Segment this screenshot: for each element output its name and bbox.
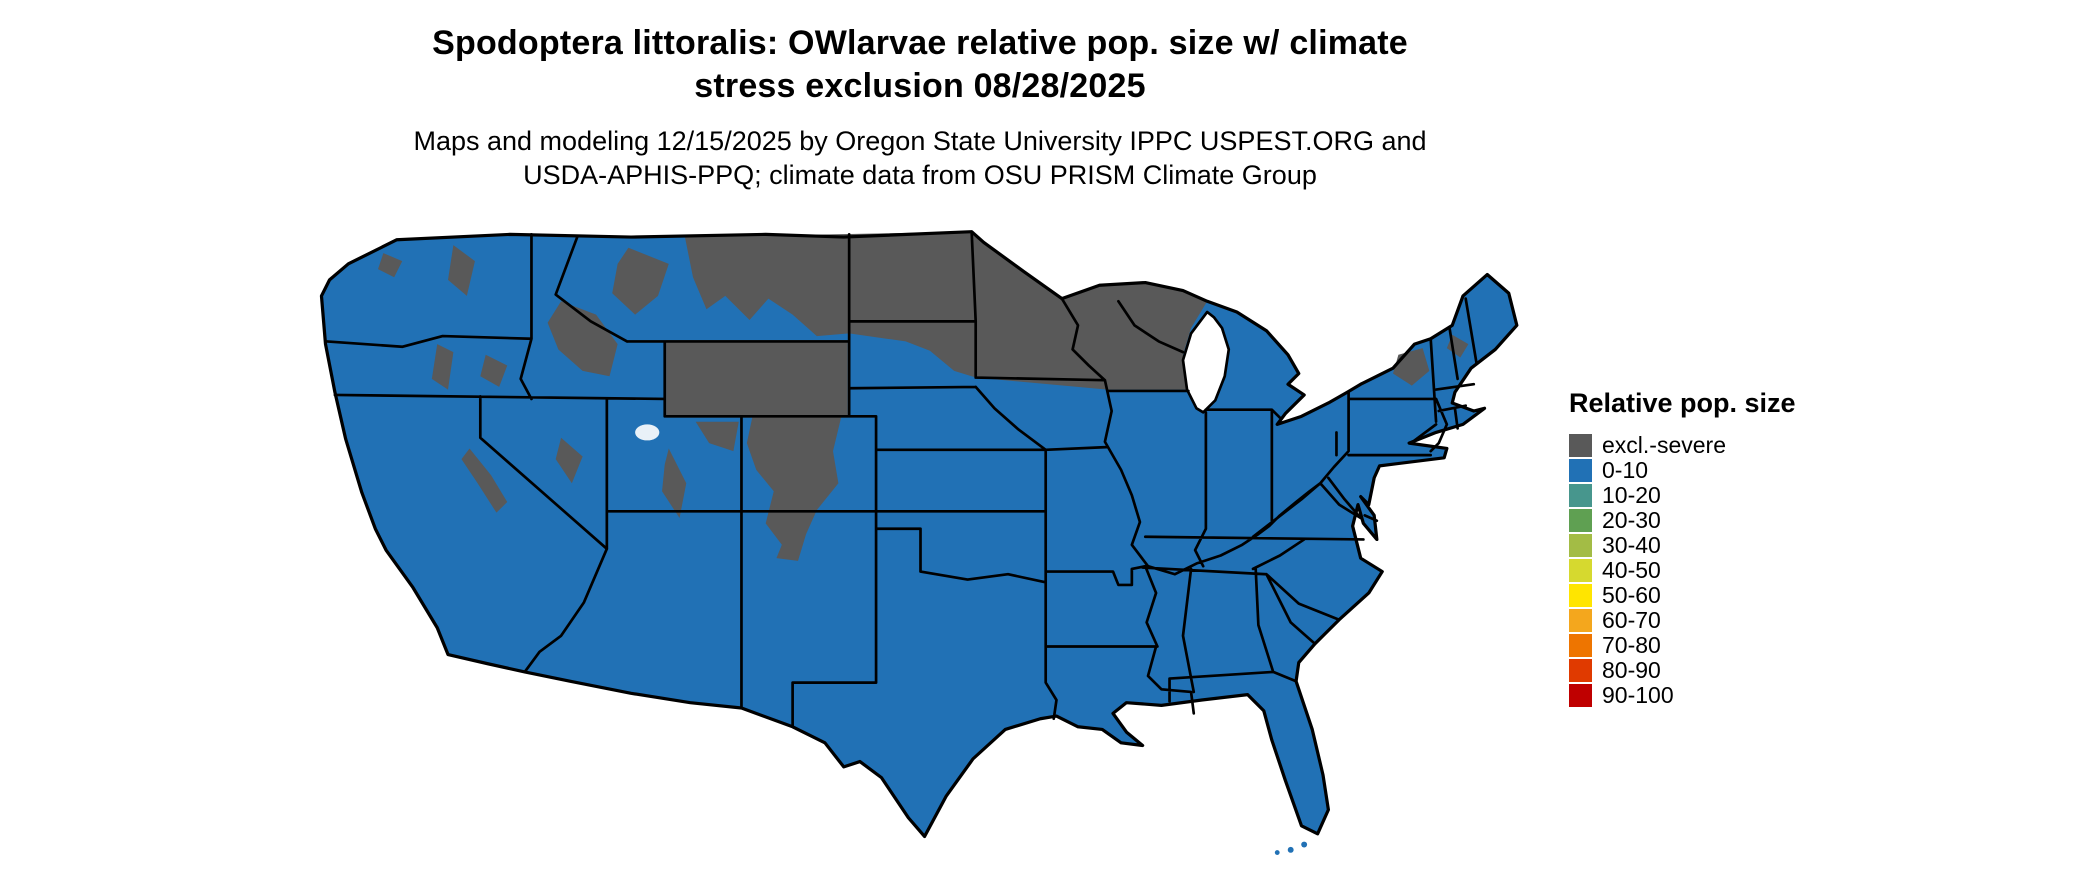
legend-swatch	[1569, 459, 1592, 482]
legend-label: 90-100	[1602, 682, 1674, 708]
legend-items: excl.-severe 0-10 10-20 20-30 30-40 40-50 50-6…	[1569, 433, 1829, 708]
legend-label: 40-50	[1602, 557, 1661, 583]
map-subtitle: Maps and modeling 12/15/2025 by Oregon S…	[0, 124, 1840, 192]
key-island	[1274, 850, 1280, 855]
legend-label: 80-90	[1602, 657, 1661, 683]
map-subtitle-line2: USDA-APHIS-PPQ; climate data from OSU PR…	[523, 160, 1317, 190]
legend-swatch	[1569, 634, 1592, 657]
legend-label: 60-70	[1602, 607, 1661, 633]
florida-keys	[1274, 841, 1308, 855]
legend-title: Relative pop. size	[1569, 388, 1796, 418]
us-outline	[319, 230, 1519, 839]
legend-item: 30-40	[1569, 533, 1829, 558]
legend-label: 70-80	[1602, 632, 1661, 658]
legend-label: 50-60	[1602, 582, 1661, 608]
state-borders	[325, 230, 1478, 727]
map-subtitle-line1: Maps and modeling 12/15/2025 by Oregon S…	[413, 126, 1427, 156]
legend-label: 10-20	[1602, 482, 1661, 508]
legend-label: excl.-severe	[1602, 432, 1726, 458]
legend-swatch	[1569, 434, 1592, 457]
legend-swatch	[1569, 609, 1592, 632]
legend-swatch	[1569, 534, 1592, 557]
legend-label: 20-30	[1602, 507, 1661, 533]
legend-swatch	[1569, 584, 1592, 607]
lake-michigan	[1181, 310, 1231, 414]
legend-swatch	[1569, 509, 1592, 532]
legend-item: excl.-severe	[1569, 433, 1829, 458]
title-block: Spodoptera littoralis: OWlarvae relative…	[0, 22, 1840, 192]
legend-item: 70-80	[1569, 633, 1829, 658]
legend-swatch	[1569, 559, 1592, 582]
key-island	[1301, 841, 1308, 848]
legend-label: 30-40	[1602, 532, 1661, 558]
legend-item: 0-10	[1569, 458, 1829, 483]
legend-label: 0-10	[1602, 457, 1649, 483]
legend-item: 20-30	[1569, 508, 1829, 533]
map-title-line1: Spodoptera littoralis: OWlarvae relative…	[432, 24, 1408, 62]
legend-item: 60-70	[1569, 608, 1829, 633]
legend-swatch	[1569, 484, 1592, 507]
legend-item: 90-100	[1569, 683, 1829, 708]
map-title-line2: stress exclusion 08/28/2025	[694, 67, 1146, 105]
exclusion-regions	[378, 231, 1469, 561]
legend-item: 80-90	[1569, 658, 1829, 683]
legend-item: 10-20	[1569, 483, 1829, 508]
legend-item: 50-60	[1569, 583, 1829, 608]
map-title: Spodoptera littoralis: OWlarvae relative…	[0, 22, 1840, 108]
legend-swatch	[1569, 684, 1592, 707]
legend-swatch	[1569, 659, 1592, 682]
key-island	[1287, 846, 1294, 853]
us-map	[319, 230, 1519, 855]
map-area	[308, 221, 1533, 890]
legend: Relative pop. size excl.-severe 0-10 10-20…	[1569, 388, 1829, 708]
great-salt-lake	[635, 424, 660, 441]
legend-item: 40-50	[1569, 558, 1829, 583]
